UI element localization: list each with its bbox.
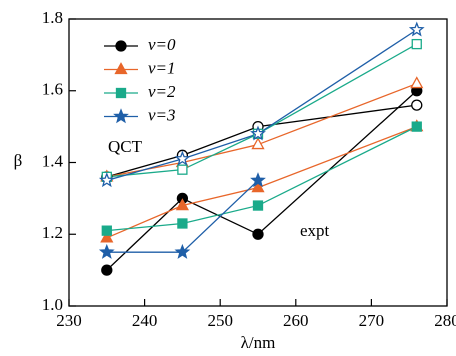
expt-marker <box>411 121 422 132</box>
x-tick-label: 240 <box>132 311 158 330</box>
expt-marker <box>101 264 113 276</box>
qct-line <box>106 29 418 182</box>
expt-marker <box>100 230 114 243</box>
expt-marker <box>252 200 264 211</box>
y-tick-label: 1.4 <box>42 151 64 170</box>
expt-line <box>106 126 417 239</box>
qct-marker <box>174 150 191 166</box>
expt-marker <box>177 218 188 229</box>
expt-line <box>106 179 259 253</box>
x-axis-label: λ/nm <box>241 333 276 352</box>
legend-marker <box>115 87 127 99</box>
legend-marker <box>115 40 127 52</box>
qct-line <box>106 43 418 178</box>
x-tick-label: 230 <box>56 311 82 330</box>
y-tick-label: 1.8 <box>42 8 63 27</box>
y-tick-label: 1.2 <box>42 223 63 242</box>
legend-marker <box>114 62 128 75</box>
qct-marker <box>98 172 115 188</box>
legend-marker <box>113 108 129 124</box>
legend-label: v=3 <box>148 105 176 124</box>
y-axis-label: β <box>14 151 23 170</box>
expt-marker <box>252 228 264 240</box>
x-tick-label: 250 <box>207 311 233 330</box>
expt-marker <box>101 225 112 236</box>
plot-frame <box>68 18 448 307</box>
expt-marker <box>175 198 189 211</box>
expt-marker <box>98 243 115 259</box>
qct-marker <box>411 99 423 111</box>
x-tick-label: 280 <box>434 311 456 330</box>
qct-marker <box>411 38 422 50</box>
y-tick-label: 1.6 <box>42 80 63 99</box>
expt-marker <box>251 180 265 193</box>
qct-marker <box>177 164 188 175</box>
qct-annotation: QCT <box>108 137 143 156</box>
x-tick-label: 260 <box>283 311 309 330</box>
qct-marker <box>410 76 424 89</box>
qct-marker <box>250 125 266 141</box>
expt-annotation: expt <box>300 221 330 240</box>
y-tick-label: 1.0 <box>42 295 63 314</box>
expt-marker <box>174 243 191 259</box>
legend-label: v=1 <box>148 58 176 77</box>
x-tick-label: 270 <box>359 311 385 330</box>
legend-label: v=0 <box>148 35 176 54</box>
qct-line <box>106 104 417 178</box>
qct-marker <box>408 21 425 37</box>
expt-marker <box>250 172 266 188</box>
qct-marker <box>251 137 265 150</box>
expt-line <box>106 126 418 232</box>
legend-label: v=2 <box>148 82 176 101</box>
